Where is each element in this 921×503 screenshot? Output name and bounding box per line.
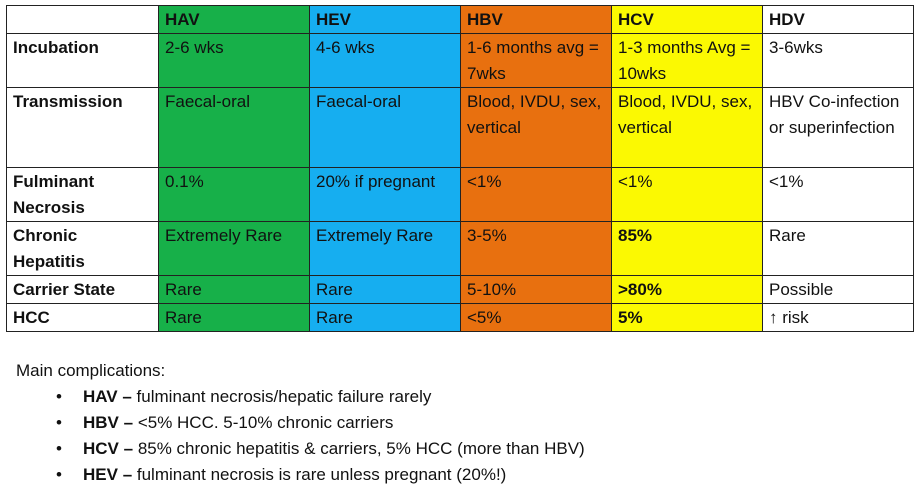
cell-hdv: HBV Co-infection or superinfection — [762, 87, 914, 168]
hepatitis-comparison-table: HAV HEV HBV HCV HDV Incubation 2-6 wks 4… — [6, 5, 914, 332]
list-item: • HEV – fulminant necrosis is rare unless… — [16, 462, 585, 488]
table-row-transmission: Transmission Faecal-oral Faecal-oral Blo… — [6, 87, 914, 168]
row-label: Transmission — [6, 87, 159, 168]
header-hav: HAV — [158, 5, 310, 34]
cell-hdv: Rare — [762, 221, 914, 276]
bullet-icon: • — [56, 439, 62, 458]
cell-hcv: 5% — [611, 303, 763, 332]
cell-hbv: 5-10% — [460, 275, 612, 304]
item-key: HBV — [83, 413, 119, 432]
row-label: Chronic Hepatitis — [6, 221, 159, 276]
item-text: fulminant necrosis/hepatic failure rarel… — [136, 387, 432, 406]
header-hdv: HDV — [762, 5, 914, 34]
item-key: HAV — [83, 387, 118, 406]
complications-notes: Main complications: • HAV – fulminant nec… — [16, 358, 585, 488]
cell-hev: Extremely Rare — [309, 221, 461, 276]
cell-hev: 4-6 wks — [309, 33, 461, 88]
complications-list: • HAV – fulminant necrosis/hepatic failur… — [16, 384, 585, 488]
cell-hav: Rare — [158, 275, 310, 304]
item-sep: – — [117, 465, 137, 484]
row-label: Carrier State — [6, 275, 159, 304]
cell-hbv: <1% — [460, 167, 612, 222]
list-item: • HAV – fulminant necrosis/hepatic failur… — [16, 384, 585, 410]
cell-hcv: 85% — [611, 221, 763, 276]
row-label: HCC — [6, 303, 159, 332]
cell-hdv: 3-6wks — [762, 33, 914, 88]
cell-hav: Extremely Rare — [158, 221, 310, 276]
cell-hev: Rare — [309, 275, 461, 304]
cell-hev: Rare — [309, 303, 461, 332]
item-key: HEV — [83, 465, 118, 484]
table-header-row: HAV HEV HBV HCV HDV — [6, 5, 914, 34]
header-hbv: HBV — [460, 5, 612, 34]
cell-hbv: <5% — [460, 303, 612, 332]
cell-hev: 20% if pregnant — [309, 167, 461, 222]
bullet-icon: • — [56, 413, 62, 432]
cell-hcv: Blood, IVDU, sex, vertical — [611, 87, 763, 168]
table-row-fulminant-necrosis: Fulminant Necrosis 0.1% 20% if pregnant … — [6, 167, 914, 222]
cell-hav: Faecal-oral — [158, 87, 310, 168]
cell-hbv: 1-6 months avg = 7wks — [460, 33, 612, 88]
cell-hav: 2-6 wks — [158, 33, 310, 88]
table-row-hcc: HCC Rare Rare <5% 5% ↑ risk — [6, 303, 914, 332]
table-row-chronic-hepatitis: Chronic Hepatitis Extremely Rare Extreme… — [6, 221, 914, 276]
cell-hcv: <1% — [611, 167, 763, 222]
cell-hdv: ↑ risk — [762, 303, 914, 332]
row-label: Fulminant Necrosis — [6, 167, 159, 222]
bullet-icon: • — [56, 387, 62, 406]
list-item: • HBV – <5% HCC. 5-10% chronic carriers — [16, 410, 585, 436]
item-key: HCV — [83, 439, 119, 458]
notes-heading: Main complications: — [16, 361, 166, 380]
item-sep: – — [118, 439, 138, 458]
cell-hcv: 1-3 months Avg = 10wks — [611, 33, 763, 88]
table-row-carrier-state: Carrier State Rare Rare 5-10% >80% Possi… — [6, 275, 914, 304]
cell-hdv: Possible — [762, 275, 914, 304]
cell-hav: Rare — [158, 303, 310, 332]
cell-hev: Faecal-oral — [309, 87, 461, 168]
table-row-incubation: Incubation 2-6 wks 4-6 wks 1-6 months av… — [6, 33, 914, 88]
list-item: • HCV – 85% chronic hepatitis & carriers,… — [16, 436, 585, 462]
bullet-icon: • — [56, 465, 62, 484]
row-label: Incubation — [6, 33, 159, 88]
item-sep: – — [118, 413, 138, 432]
cell-hbv: Blood, IVDU, sex, vertical — [460, 87, 612, 168]
cell-hcv: >80% — [611, 275, 763, 304]
item-text: fulminant necrosis is rare unless pregna… — [136, 465, 507, 484]
cell-hdv: <1% — [762, 167, 914, 222]
cell-hav: 0.1% — [158, 167, 310, 222]
item-sep: – — [117, 387, 137, 406]
header-corner — [6, 5, 159, 34]
cell-hbv: 3-5% — [460, 221, 612, 276]
item-text: <5% HCC. 5-10% chronic carriers — [137, 413, 394, 432]
header-hcv: HCV — [611, 5, 763, 34]
header-hev: HEV — [309, 5, 461, 34]
item-text: 85% chronic hepatitis & carriers, 5% HCC… — [137, 439, 585, 458]
